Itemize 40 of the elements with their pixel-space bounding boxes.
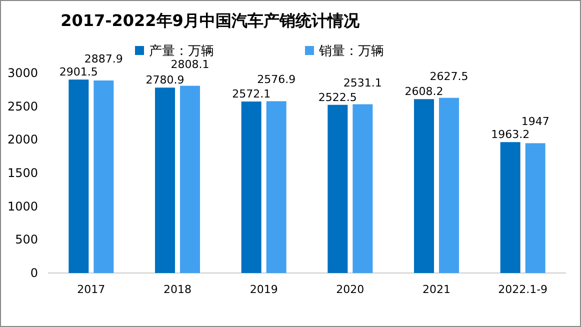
bar (352, 104, 373, 273)
data-label: 2808.1 (170, 58, 210, 71)
bar (94, 80, 114, 273)
data-label: 2522.5 (318, 90, 357, 104)
bar (439, 98, 459, 273)
x-tick-label: 2019 (250, 283, 278, 296)
data-label: 2576.9 (257, 73, 296, 86)
x-tick-label: 2021 (422, 283, 450, 296)
x-tick-label: 2022.1-9 (498, 283, 548, 296)
y-tick-label: 0 (30, 266, 38, 280)
chart-title: 2017-2022年9月中国汽车产销统计情况 (60, 11, 360, 30)
data-label: 1947 (521, 115, 550, 128)
x-tick-label: 2017 (77, 283, 106, 296)
bar (266, 101, 286, 273)
data-label: 2887.9 (84, 52, 123, 66)
bar (525, 143, 546, 273)
bar (328, 104, 348, 273)
data-label: 2901.5 (59, 66, 98, 79)
data-label: 2608.2 (404, 85, 444, 98)
x-tick-label: 2020 (336, 283, 364, 296)
data-label: 2780.9 (146, 74, 184, 87)
y-tick-label: 500 (15, 232, 38, 247)
legend-label: 销量：万辆 (318, 44, 384, 59)
data-label: 2572.1 (232, 88, 271, 101)
legend-label: 产量：万辆 (149, 44, 214, 59)
y-tick-label: 2500 (7, 99, 38, 114)
bar (155, 88, 175, 273)
data-label: 2627.5 (430, 70, 468, 83)
y-tick-label: 2000 (7, 132, 38, 147)
y-tick-label: 1500 (7, 166, 38, 180)
bar (68, 80, 89, 273)
bar (414, 99, 434, 273)
data-label: 1963.2 (491, 128, 530, 142)
data-label: 2531.1 (343, 76, 382, 90)
x-tick-label: 2018 (164, 283, 192, 296)
bar (500, 142, 520, 273)
y-tick-label: 3000 (7, 66, 38, 80)
bar (180, 86, 200, 273)
bar (241, 102, 262, 273)
y-tick-label: 1000 (7, 199, 38, 214)
